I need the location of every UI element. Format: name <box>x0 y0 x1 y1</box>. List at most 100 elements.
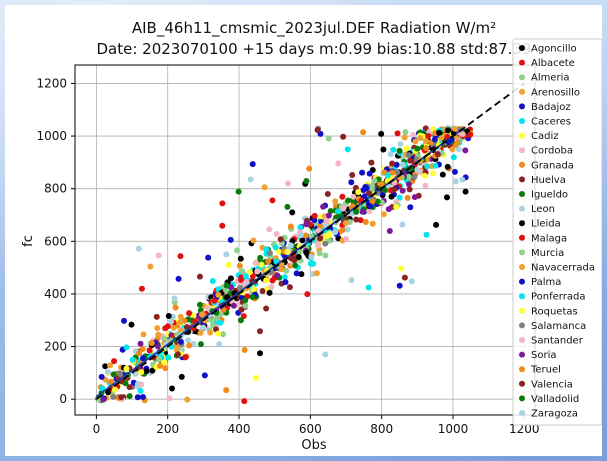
scatter-point <box>240 313 247 320</box>
scatter-point <box>317 235 324 242</box>
scatter-point <box>274 272 281 279</box>
scatter-point <box>234 247 241 254</box>
scatter-point <box>459 131 466 138</box>
axis-ticks: 0 200 400 600 800 1000 12000200400600800100012… <box>36 76 539 436</box>
scatter-point <box>289 209 296 216</box>
scatter-point <box>411 194 418 201</box>
scatter-point <box>137 387 144 394</box>
scatter-point <box>398 265 405 272</box>
scatter-point <box>339 227 346 234</box>
scatter-point <box>110 371 117 378</box>
scatter-point <box>135 245 142 252</box>
scatter-point <box>219 200 226 207</box>
scatter-point <box>401 274 408 281</box>
scatter-point <box>389 169 396 176</box>
scatter-point <box>360 129 367 136</box>
legend-label: Lleida <box>531 219 561 230</box>
x-tick-label: 800 <box>370 422 393 436</box>
scatter-point <box>366 170 373 177</box>
scatter-point <box>207 329 214 336</box>
scatter-point <box>369 182 376 189</box>
legend-label: Teruel <box>530 365 561 376</box>
scatter-point <box>381 187 388 194</box>
scatter-point <box>155 343 162 350</box>
scatter-point <box>434 151 441 158</box>
legend-label: Leon <box>531 204 555 215</box>
scatter-point <box>322 351 329 358</box>
legend-label: Salamanca <box>531 321 586 332</box>
scatter-point <box>340 133 347 140</box>
scatter-point <box>369 220 376 227</box>
scatter-point <box>443 194 450 201</box>
scatter-point <box>107 362 114 369</box>
scatter-point <box>283 267 290 274</box>
scatter-point <box>281 274 288 281</box>
scatter-point <box>449 146 456 153</box>
one-to-one-line <box>95 82 525 400</box>
scatter-point <box>298 271 305 278</box>
reference-lines <box>95 82 525 400</box>
scatter-point <box>246 269 253 276</box>
scatter-point <box>140 331 147 338</box>
scatter-point <box>129 356 136 363</box>
legend-label: Albacete <box>531 58 575 69</box>
scatter-point <box>304 291 311 298</box>
scatter-point <box>374 198 381 205</box>
x-tick-label: 600 <box>299 422 322 436</box>
scatter-point <box>292 262 299 269</box>
scatter-point <box>269 197 276 204</box>
legend-label: Arenosillo <box>531 87 580 98</box>
scatter-point <box>128 321 135 328</box>
scatter-point <box>390 146 397 153</box>
scatter-point <box>254 268 261 275</box>
scatter-point <box>277 236 284 243</box>
scatter-point <box>407 157 414 164</box>
scatter-point <box>199 311 206 318</box>
scatter-point <box>303 177 310 184</box>
legend-marker <box>519 161 525 168</box>
legend-marker <box>519 380 525 387</box>
scatter-point <box>190 312 197 319</box>
scatter-point <box>450 154 457 161</box>
legend-label: Huelva <box>531 175 566 186</box>
scatter-point <box>184 396 191 403</box>
y-tick-label: 0 <box>59 392 67 406</box>
scatter-point <box>143 368 150 375</box>
scatter-point <box>342 219 349 226</box>
scatter-point <box>272 244 279 251</box>
scatter-point <box>250 237 257 244</box>
scatter-point <box>249 161 256 168</box>
scatter-point <box>380 146 387 153</box>
scatter-point <box>462 188 469 195</box>
scatter-point <box>211 297 218 304</box>
scatter-point <box>322 252 329 259</box>
scatter-point <box>121 317 128 324</box>
scatter-point <box>139 345 146 352</box>
scatter-point <box>153 313 160 320</box>
scatter-point <box>219 222 226 229</box>
scatter-point <box>263 246 270 253</box>
scatter-point <box>197 341 204 348</box>
scatter-point <box>391 186 398 193</box>
legend-marker <box>519 88 525 95</box>
scatter-point <box>157 362 164 369</box>
y-tick-label: 800 <box>44 182 67 196</box>
scatter-point <box>405 152 412 159</box>
scatter-point <box>215 330 222 337</box>
scatter-point <box>166 395 173 402</box>
scatter-point <box>178 373 185 380</box>
legend-label: Santander <box>531 336 584 347</box>
scatter-point <box>333 214 340 221</box>
scatter-point <box>242 297 249 304</box>
scatter-point <box>414 166 421 173</box>
scatter-point <box>197 329 204 336</box>
scatter-point <box>306 165 313 172</box>
scatter-point <box>380 211 387 218</box>
legend-label: Valladolid <box>531 394 579 405</box>
scatter-point <box>367 203 374 210</box>
scatter-point <box>225 261 232 268</box>
scatter-point <box>252 375 259 382</box>
scatter-point <box>404 194 411 201</box>
scatter-point <box>284 180 291 187</box>
scatter-point <box>169 385 176 392</box>
